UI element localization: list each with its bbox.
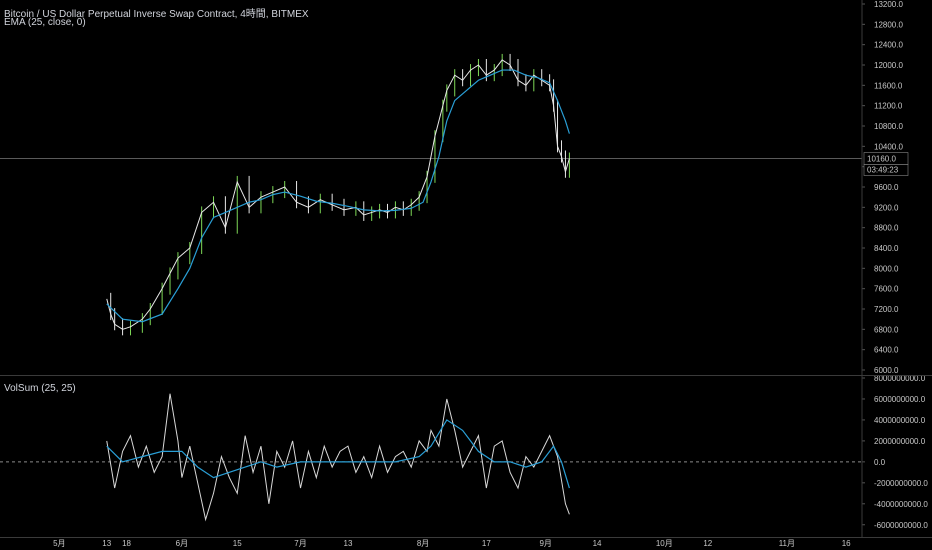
price-tick-label: 10400.0 — [874, 142, 903, 151]
ema-legend: EMA (25, close, 0) — [4, 17, 86, 28]
x-axis: 13 5月 18 6月 15 7月 13 8月 17 9月 14 10月 12 11月 16 — [53, 539, 851, 548]
volsum-tick-label: 0.0 — [874, 458, 886, 467]
volsum-legend: VolSum (25, 25) — [4, 383, 76, 394]
volsum-tick-label: -4000000000.0 — [874, 500, 928, 509]
price-tick-label: 9200.0 — [874, 203, 899, 212]
price-tag: 10160.0 03:49:23 — [863, 152, 909, 176]
time-tick-label: 17 — [482, 539, 491, 548]
volsum-pane[interactable]: 8000000000.0 6000000000.0 4000000000.0 2000… — [0, 374, 928, 530]
price-line — [106, 59, 570, 330]
ema-line — [106, 69, 570, 323]
price-tick-label: 12800.0 — [874, 20, 903, 29]
price-tick-label: 8000.0 — [874, 264, 899, 273]
price-tick-label: 12000.0 — [874, 61, 903, 70]
price-tick-label: 13200.0 — [874, 0, 903, 9]
volsum-line — [106, 393, 570, 522]
volsum-tick-label: 6000000000.0 — [874, 395, 926, 404]
time-tick-label: 13 — [102, 539, 111, 548]
time-tick-label: 8月 — [417, 539, 429, 548]
price-tick-label: 11600.0 — [874, 81, 903, 90]
time-tick-label: 11月 — [779, 539, 795, 548]
time-tick-label: 13 — [344, 539, 353, 548]
time-tick-label: 10月 — [656, 539, 673, 548]
price-tick-label: 6800.0 — [874, 325, 899, 334]
time-tick-label: 12 — [703, 539, 712, 548]
volsum-tick-label: 4000000000.0 — [874, 416, 926, 425]
price-tick-label: 9600.0 — [874, 183, 899, 192]
price-tick-label: 12400.0 — [874, 41, 903, 50]
time-tick-label: 7月 — [294, 539, 306, 548]
volsum-tick-label: -2000000000.0 — [874, 479, 928, 488]
price-tick-label: 7600.0 — [874, 285, 899, 294]
time-tick-label: 16 — [842, 539, 851, 548]
price-tick-label: 8400.0 — [874, 244, 899, 253]
time-tick-label: 6月 — [176, 539, 188, 548]
price-tick-label: 8800.0 — [874, 224, 899, 233]
price-tick-label: 11200.0 — [874, 102, 903, 111]
chart-title: Bitcoin / US Dollar Perpetual Inverse Sw… — [4, 9, 309, 20]
price-tick-label: 10800.0 — [874, 122, 903, 131]
time-tick-label: 14 — [593, 539, 602, 548]
price-tick-label: 7200.0 — [874, 305, 899, 314]
time-tick-label: 18 — [122, 539, 131, 548]
volsum-avg-line — [106, 419, 570, 489]
volsum-tick-label: -6000000000.0 — [874, 521, 928, 530]
time-tick-label: 9月 — [539, 539, 551, 548]
volsum-tick-label: 2000000000.0 — [874, 437, 926, 446]
time-tick-label: 15 — [233, 539, 242, 548]
price-tick-label: 6400.0 — [874, 346, 899, 355]
countdown-box — [863, 164, 909, 176]
price-tick-label: 6000.0 — [874, 366, 899, 375]
price-tag-value: 10160.0 — [867, 155, 896, 164]
countdown-value: 03:49:23 — [867, 166, 899, 175]
volsum-tick-label: 8000000000.0 — [874, 374, 926, 383]
time-tick-label: 5月 — [53, 539, 65, 548]
